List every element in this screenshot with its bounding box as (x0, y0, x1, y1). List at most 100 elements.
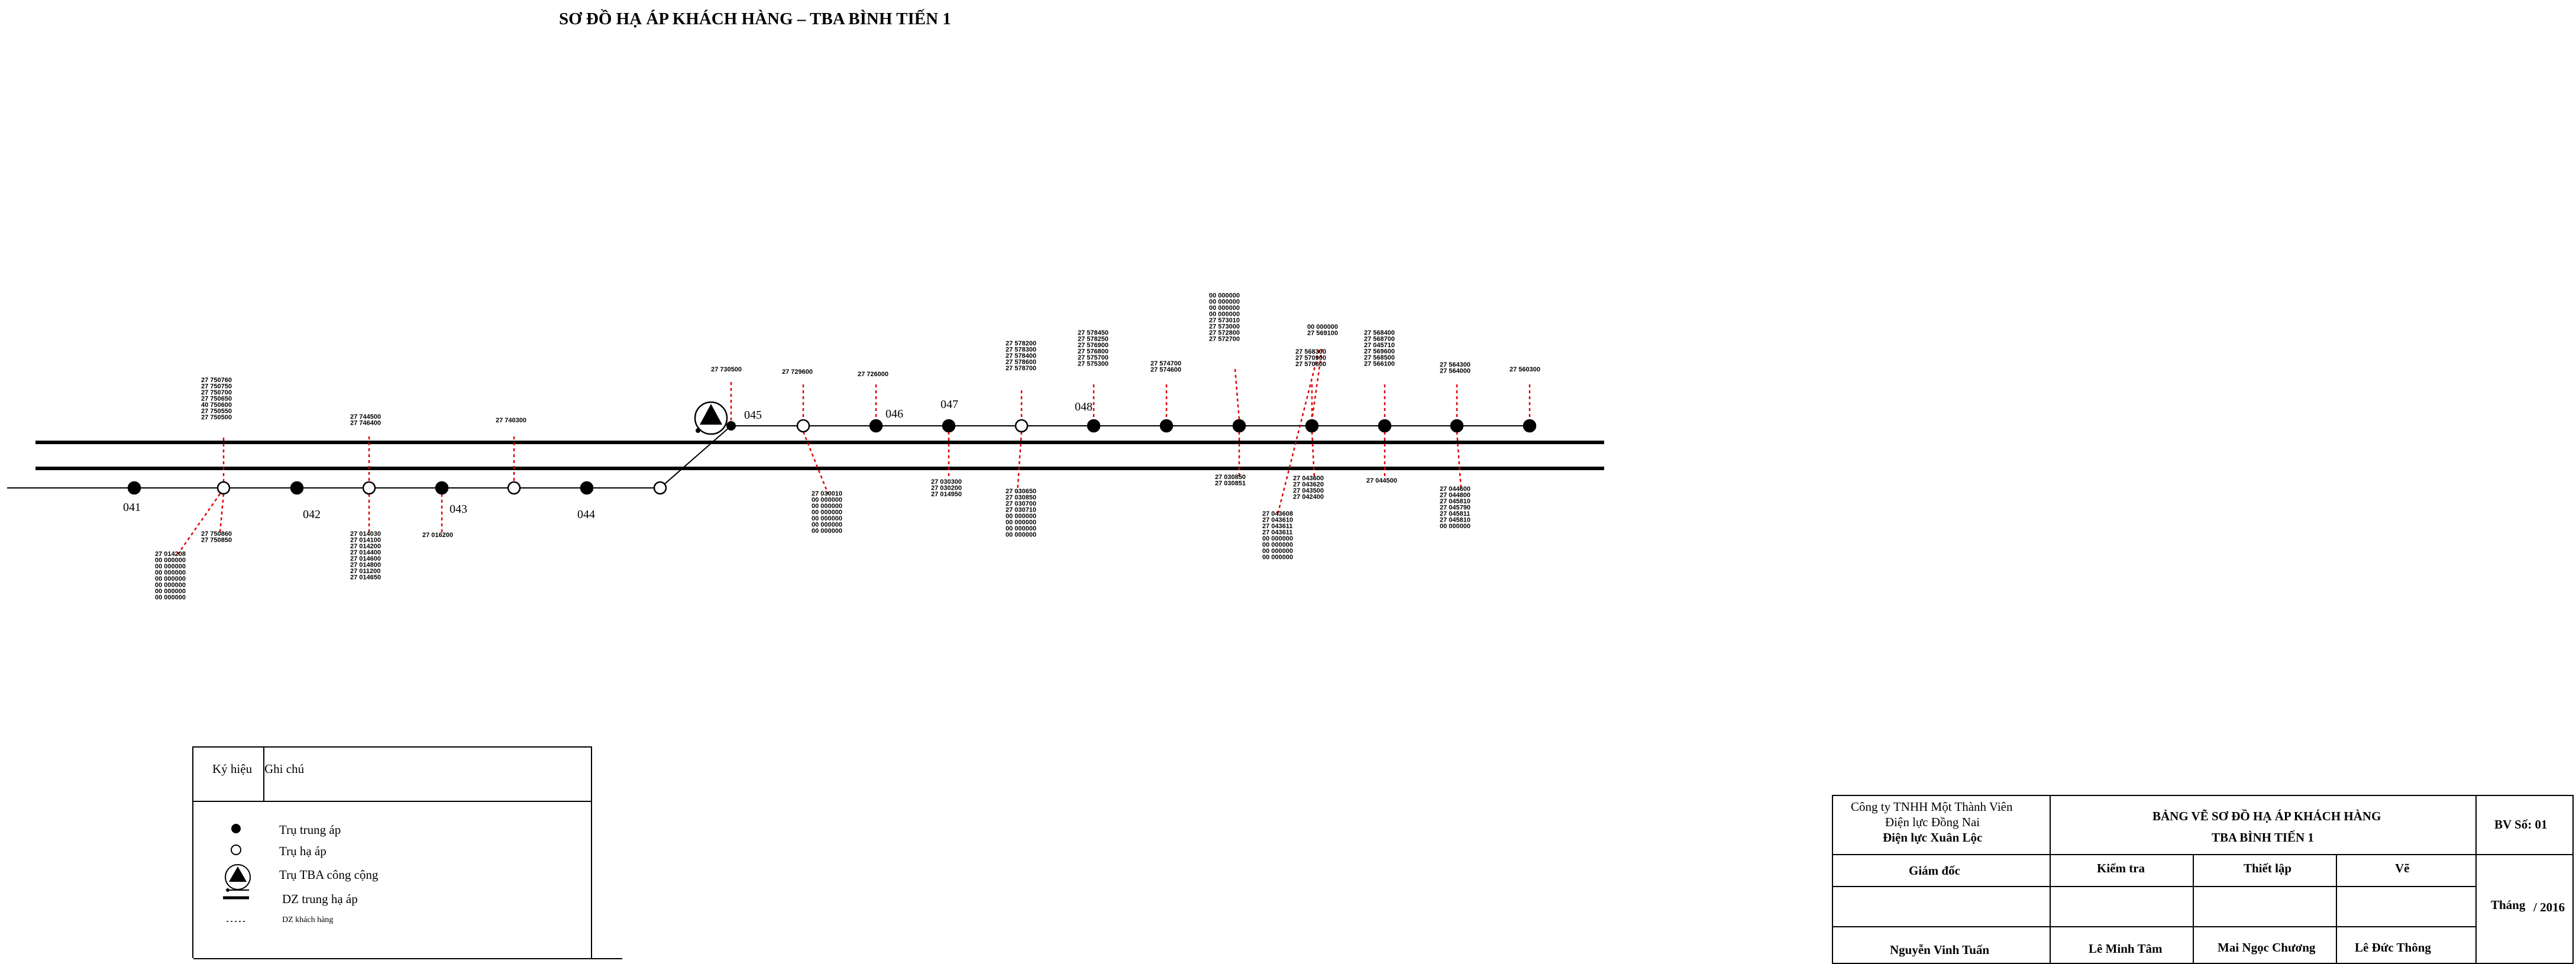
lv-pole (653, 481, 667, 495)
solid-line-icon (223, 892, 249, 907)
customer-code: 27 573000 (1209, 324, 1240, 331)
customer-code: 00 000000 (1006, 525, 1036, 532)
customer-code: 27 030300 (931, 478, 962, 486)
customer-code: 00 000000 (1006, 532, 1036, 539)
name-check-cell: Lê Minh Tâm (2051, 887, 2194, 963)
lv-pole (507, 481, 521, 495)
legend-label: Trụ trung áp (279, 823, 341, 837)
drawing-number: BV Số: 01 (2494, 817, 2548, 832)
name-draw-cell: Lê Đức Thông (2337, 887, 2477, 963)
customer-code: 27 043610 (1262, 517, 1293, 524)
customer-code: 27 572800 (1209, 329, 1240, 337)
customer-code: 27 045811 (1440, 510, 1470, 517)
legend-label: DZ khách hàng (282, 916, 334, 924)
customer-code: 27 740300 (496, 417, 526, 424)
customer-code: 27 575300 (1078, 361, 1108, 368)
customer-code: 27 030650 (1006, 488, 1036, 495)
customer-code: 00 000000 (1307, 324, 1338, 331)
customer-code: 27 575700 (1078, 354, 1108, 361)
customer-code: 27 573010 (1209, 317, 1240, 324)
pole-label: 042 (303, 508, 321, 521)
customer-code: 00 000000 (1262, 535, 1293, 542)
pole-label: 043 (450, 503, 467, 516)
customer-code: 00 000000 (1262, 554, 1293, 561)
mv-pole (290, 481, 304, 495)
customer-code: 27 730500 (711, 366, 742, 373)
customer-code: 27 726000 (858, 371, 888, 378)
customer-code: 00 000000 (812, 509, 842, 516)
drawing-title-cell: BẢNG VẼ SƠ ĐỒ HẠ ÁP KHÁCH HÀNG TBA BÌNH … (2051, 796, 2477, 855)
customer-code: 27 560300 (1510, 366, 1540, 373)
mv-pole (1232, 419, 1246, 433)
mv-pole (1378, 419, 1392, 433)
role-draw: Vẽ (2395, 861, 2410, 875)
lv-pole (796, 419, 810, 433)
customer-code: 27 045790 (1440, 504, 1470, 512)
customer-code: 00 000000 (155, 563, 186, 570)
customer-code: 27 568500 (1364, 354, 1395, 361)
customer-code: 27 750850 (201, 537, 232, 544)
customer-code: 27 045810 (1440, 517, 1470, 524)
mv-pole (869, 419, 883, 433)
customer-code: 00 000000 (1209, 311, 1240, 318)
mv-pole (435, 481, 449, 495)
pole-label: 048 (1075, 400, 1093, 413)
role-setup-cell: Thiết lập (2194, 855, 2337, 887)
mv-pole (580, 481, 594, 495)
customer-code: 00 000000 (1262, 542, 1293, 549)
company-line3: Điện lực Xuân Lộc (1883, 830, 1983, 845)
customer-code: 40 750600 (201, 402, 232, 409)
role-setup: Thiết lập (2244, 861, 2292, 875)
customer-code: 27 564000 (1440, 368, 1470, 375)
mv-pole (1523, 419, 1537, 433)
customer-code: 27 566100 (1364, 361, 1395, 368)
transformer-icon (223, 863, 251, 899)
customer-drop-line (1234, 368, 1240, 420)
lv-line-riser (660, 425, 732, 489)
customer-code: 27 014650 (350, 574, 381, 581)
customer-code: 27 030200 (931, 485, 962, 492)
date-month: Tháng (2491, 898, 2526, 912)
customer-code: 00 000000 (1440, 523, 1470, 530)
title-block: Công ty TNHH Một Thành Viên Điện lực Đồn… (1832, 795, 2574, 964)
customer-drop-line (1311, 431, 1316, 478)
transformer-tba-icon (694, 401, 736, 435)
customer-code: 27 572700 (1209, 336, 1240, 343)
customer-code: 00 000000 (155, 575, 186, 583)
customer-code: 27 030851 (1215, 480, 1246, 487)
customer-code: 27 568400 (1364, 329, 1395, 337)
customer-code: 27 578450 (1078, 329, 1108, 337)
customer-code: 27 030700 (1006, 500, 1036, 507)
name-director: Nguyễn Vinh Tuấn (1890, 943, 1990, 957)
legend-header-note: Ghi chú (264, 762, 305, 776)
customer-code: 27 045710 (1364, 342, 1395, 349)
customer-code: 27 044600 (1440, 486, 1470, 493)
customer-code: 27 044800 (1440, 492, 1470, 499)
lv-pole (216, 481, 231, 495)
customer-code: 27 043600 (1293, 475, 1324, 482)
pole-labels-layer: 041 042 043 044 045 046 047 048 (123, 398, 1093, 521)
name-setup-cell: Mai Ngọc Chương (2194, 887, 2337, 963)
customer-code: 27 576900 (1078, 342, 1108, 349)
customer-drop-line (802, 431, 829, 494)
customer-code: 00 000000 (812, 515, 842, 522)
date-cell: Tháng / 2016 (2477, 855, 2572, 963)
customer-code: 27 568700 (1364, 336, 1395, 343)
customer-code: 27 043500 (1293, 487, 1324, 494)
role-draw-cell: Vẽ (2337, 855, 2477, 887)
company-cell: Công ty TNHH Một Thành Viên Điện lực Đồn… (1833, 796, 2051, 855)
customer-code: 27 578250 (1078, 336, 1108, 343)
dashed-line-icon (223, 914, 249, 929)
company-line1: Công ty TNHH Một Thành Viên (1851, 800, 2013, 814)
customer-code: 27 578300 (1006, 347, 1036, 354)
customer-code: 27 750750 (201, 383, 232, 390)
customer-code: 00 000000 (155, 588, 186, 595)
mv-pole (1305, 419, 1319, 433)
customer-code: 27 014400 (350, 549, 381, 557)
mv-pole (1450, 419, 1464, 433)
pole-label: 046 (885, 407, 903, 420)
customer-code: 27 570900 (1295, 355, 1326, 362)
legend-header-symbol: Ký hiệu (212, 762, 253, 776)
customer-code: 27 729600 (782, 368, 813, 376)
